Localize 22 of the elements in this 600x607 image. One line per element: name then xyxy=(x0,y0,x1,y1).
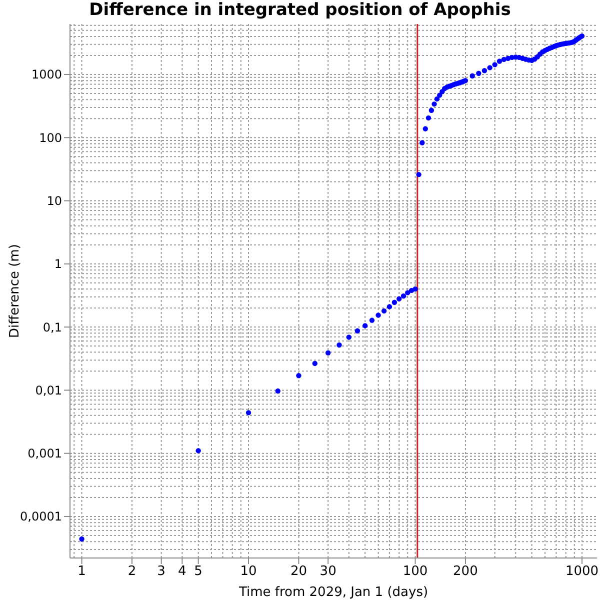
y-tick-label: 0,01 xyxy=(35,383,62,398)
chart-title: Difference in integrated position of Apophis xyxy=(88,0,512,20)
x-tick-label: 1 xyxy=(78,564,86,580)
y-tick-label: 0,1 xyxy=(42,320,62,334)
x-tick-label: 20 xyxy=(290,564,307,580)
y-tick-label: 1 xyxy=(54,257,62,272)
y-axis-title: Difference (m) xyxy=(8,244,23,338)
x-tick-label: 3 xyxy=(157,564,166,580)
y-tick-label: 100 xyxy=(39,130,62,145)
x-tick-label: 10 xyxy=(240,564,257,580)
x-tick-label: 5 xyxy=(194,564,202,580)
x-tick-label: 4 xyxy=(178,564,186,580)
y-tick-label: 10 xyxy=(46,194,62,208)
x-axis-title: Time from 2029, Jan 1 (days) xyxy=(238,585,428,600)
x-tick-label: 200 xyxy=(453,564,478,580)
x-tick-label: 2 xyxy=(128,564,136,580)
x-tick-label: 100 xyxy=(402,564,428,580)
x-tick-label: 30 xyxy=(320,564,336,580)
y-tick-label: 0,0001 xyxy=(20,510,62,524)
y-tick-label: 0,001 xyxy=(28,446,62,461)
x-tick-label: 1000 xyxy=(565,564,599,580)
y-tick-label: 1000 xyxy=(31,68,62,82)
